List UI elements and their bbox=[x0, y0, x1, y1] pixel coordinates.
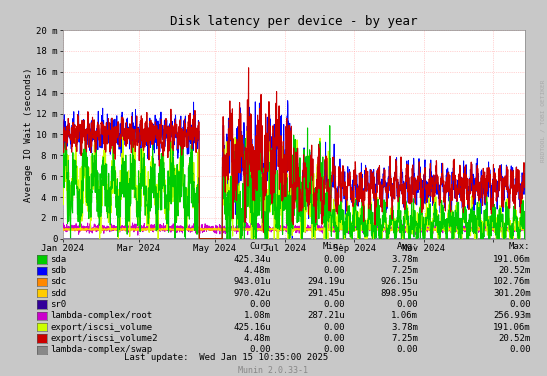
Text: 970.42u: 970.42u bbox=[233, 289, 271, 298]
Text: 1.06m: 1.06m bbox=[391, 311, 418, 320]
Text: 256.93m: 256.93m bbox=[493, 311, 531, 320]
Text: 294.19u: 294.19u bbox=[307, 277, 345, 287]
Text: 3.78m: 3.78m bbox=[391, 323, 418, 332]
Text: sr0: sr0 bbox=[50, 300, 66, 309]
Text: 191.06m: 191.06m bbox=[493, 255, 531, 264]
Text: 0.00: 0.00 bbox=[509, 300, 531, 309]
Text: sdb: sdb bbox=[50, 266, 66, 275]
Text: 4.48m: 4.48m bbox=[244, 266, 271, 275]
Text: RRDTOOL / TOBI OETIKER: RRDTOOL / TOBI OETIKER bbox=[541, 79, 546, 162]
Text: 0.00: 0.00 bbox=[323, 300, 345, 309]
Text: 425.16u: 425.16u bbox=[233, 323, 271, 332]
Text: 0.00: 0.00 bbox=[323, 345, 345, 354]
Text: 0.00: 0.00 bbox=[323, 266, 345, 275]
Text: sdc: sdc bbox=[50, 277, 66, 287]
Title: Disk latency per device - by year: Disk latency per device - by year bbox=[170, 15, 418, 27]
Text: 0.00: 0.00 bbox=[509, 345, 531, 354]
Text: sda: sda bbox=[50, 255, 66, 264]
Text: Cur:: Cur: bbox=[249, 242, 271, 251]
Text: Last update:  Wed Jan 15 10:35:00 2025: Last update: Wed Jan 15 10:35:00 2025 bbox=[124, 353, 328, 362]
Text: Min:: Min: bbox=[323, 242, 345, 251]
Text: sdd: sdd bbox=[50, 289, 66, 298]
Text: 102.76m: 102.76m bbox=[493, 277, 531, 287]
Text: 20.52m: 20.52m bbox=[498, 334, 531, 343]
Text: 943.01u: 943.01u bbox=[233, 277, 271, 287]
Text: 0.00: 0.00 bbox=[323, 334, 345, 343]
Text: 7.25m: 7.25m bbox=[391, 266, 418, 275]
Y-axis label: Average IO Wait (seconds): Average IO Wait (seconds) bbox=[24, 67, 33, 202]
Text: 1.08m: 1.08m bbox=[244, 311, 271, 320]
Text: 0.00: 0.00 bbox=[323, 323, 345, 332]
Text: export/iscsi_volume: export/iscsi_volume bbox=[50, 323, 153, 332]
Text: 191.06m: 191.06m bbox=[493, 323, 531, 332]
Text: lambda-complex/root: lambda-complex/root bbox=[50, 311, 153, 320]
Text: 0.00: 0.00 bbox=[397, 300, 418, 309]
Text: 287.21u: 287.21u bbox=[307, 311, 345, 320]
Text: 0.00: 0.00 bbox=[323, 255, 345, 264]
Text: 7.25m: 7.25m bbox=[391, 334, 418, 343]
Text: 0.00: 0.00 bbox=[397, 345, 418, 354]
Text: export/iscsi_volume2: export/iscsi_volume2 bbox=[50, 334, 158, 343]
Text: 4.48m: 4.48m bbox=[244, 334, 271, 343]
Text: 898.95u: 898.95u bbox=[380, 289, 418, 298]
Text: 0.00: 0.00 bbox=[249, 345, 271, 354]
Text: Munin 2.0.33-1: Munin 2.0.33-1 bbox=[238, 366, 309, 375]
Text: 20.52m: 20.52m bbox=[498, 266, 531, 275]
Text: 291.45u: 291.45u bbox=[307, 289, 345, 298]
Text: 301.20m: 301.20m bbox=[493, 289, 531, 298]
Text: 926.15u: 926.15u bbox=[380, 277, 418, 287]
Text: 425.34u: 425.34u bbox=[233, 255, 271, 264]
Text: Max:: Max: bbox=[509, 242, 531, 251]
Text: 0.00: 0.00 bbox=[249, 300, 271, 309]
Text: 3.78m: 3.78m bbox=[391, 255, 418, 264]
Text: lambda-complex/swap: lambda-complex/swap bbox=[50, 345, 153, 354]
Text: Avg:: Avg: bbox=[397, 242, 418, 251]
